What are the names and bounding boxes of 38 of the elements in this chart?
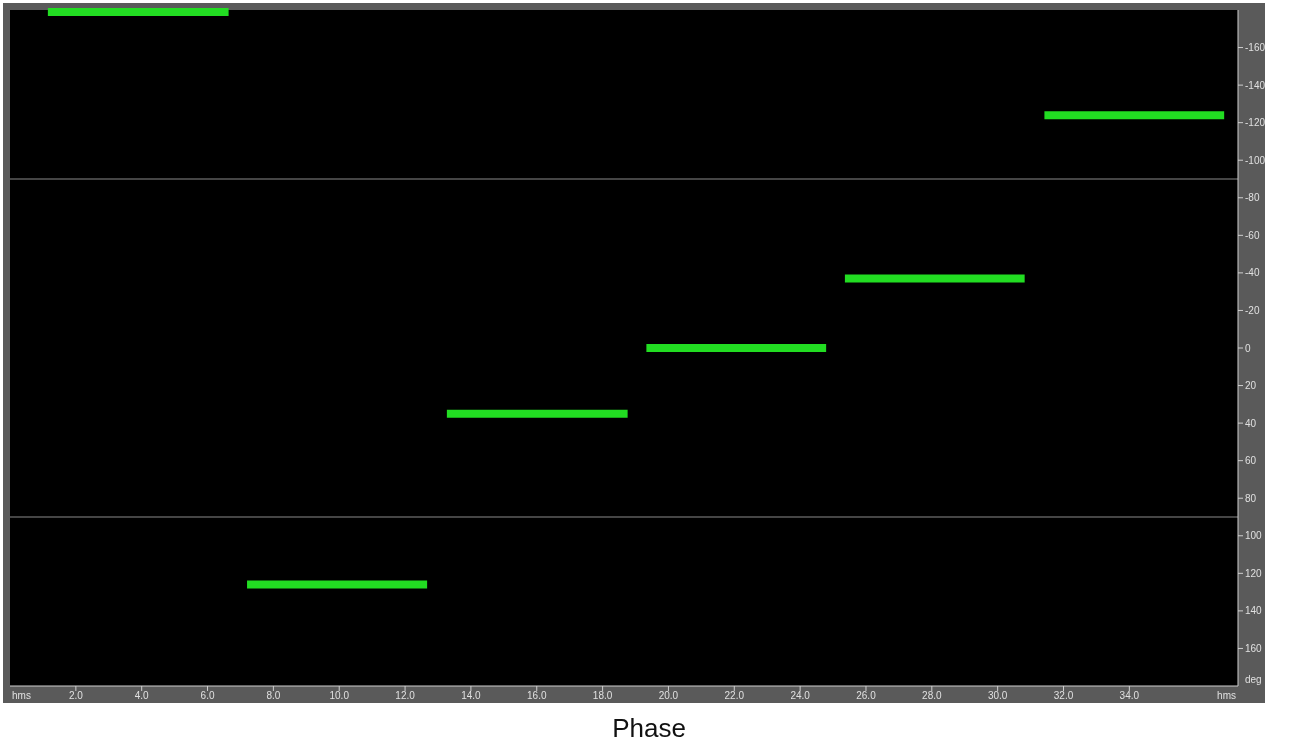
- y-tick-label: -40: [1245, 267, 1260, 279]
- x-tick-label: 22.0: [724, 690, 745, 701]
- y-tick-label: -80: [1245, 192, 1260, 204]
- y-tick-label: 160: [1245, 642, 1263, 654]
- x-tick-label: 10.0: [329, 690, 350, 701]
- x-tick-label: 24.0: [790, 690, 811, 701]
- x-tick-label: 2.0: [68, 690, 84, 701]
- y-tick-label: 120: [1245, 567, 1263, 579]
- y-tick-label: -120: [1245, 117, 1266, 129]
- x-tick-label: 16.0: [527, 690, 547, 701]
- x-tick-label: 26.0: [856, 690, 877, 701]
- x-tick-label: 4.0: [134, 690, 150, 701]
- y-tick-label: -20: [1245, 304, 1260, 316]
- x-tick-label: 34.0: [1119, 690, 1140, 701]
- x-tick-label: 6.0: [200, 690, 215, 701]
- text: hms: [1217, 690, 1236, 701]
- x-tick-label: 8.0: [266, 690, 281, 701]
- y-tick-label: -160: [1245, 42, 1266, 54]
- y-tick-label: -140: [1245, 79, 1266, 91]
- y-axis-title: deg: [1245, 674, 1262, 685]
- x-tick-label: 18.0: [592, 690, 613, 701]
- y-tick-label: -100: [1245, 154, 1266, 166]
- y-tick-label: -60: [1245, 229, 1260, 241]
- x-tick-label: 32.0: [1053, 690, 1074, 701]
- x-tick-label: 12.0: [395, 690, 416, 701]
- y-tick-label: 0: [1245, 342, 1251, 354]
- y-tick-label: 80: [1245, 492, 1257, 504]
- text: Phase: [612, 713, 686, 743]
- y-tick-label: 20: [1245, 380, 1257, 392]
- x-tick-label: 20.0: [658, 690, 679, 701]
- y-tick-label: 40: [1245, 417, 1257, 429]
- y-tick-label: 100: [1245, 530, 1263, 542]
- y-tick-label: 140: [1245, 605, 1263, 617]
- y-tick-label: 60: [1245, 455, 1257, 467]
- x-tick-label: 14.0: [461, 690, 482, 701]
- x-tick-label: 28.0: [922, 690, 942, 701]
- x-axis-title: hms: [12, 690, 31, 701]
- x-tick-label: 30.0: [987, 690, 1008, 701]
